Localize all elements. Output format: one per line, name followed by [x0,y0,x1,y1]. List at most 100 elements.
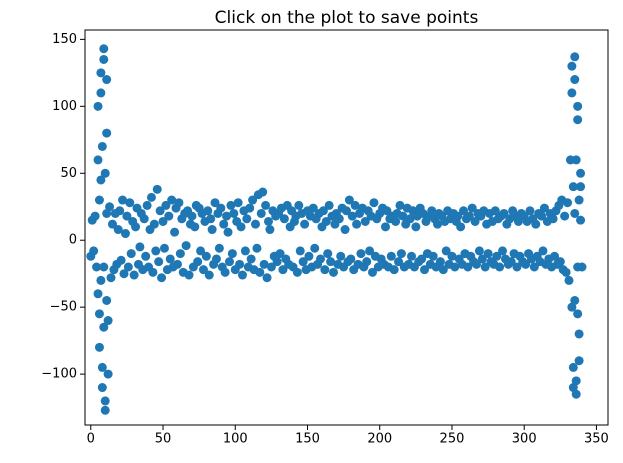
point [571,389,581,399]
x-tick-label: 100 [223,432,248,447]
point [187,211,197,221]
point [149,219,159,229]
point [336,251,346,261]
x-tick-label: 0 [87,432,95,447]
point [563,198,573,208]
point [161,200,171,210]
point [93,155,103,165]
x-tick-label: 350 [584,432,609,447]
point [193,257,203,267]
y-tick-label: 0 [69,233,77,248]
point [356,249,366,259]
point [226,200,236,210]
point [100,405,110,415]
point [97,362,107,372]
point [99,54,109,64]
point [567,88,577,98]
point [119,269,129,279]
point [116,255,126,265]
point [346,254,356,264]
point [573,101,583,111]
point [258,187,268,197]
point [506,257,516,267]
point [99,44,109,54]
axes-frame [84,29,609,426]
point [292,267,302,277]
point [411,222,421,232]
point [206,214,216,224]
point [391,216,401,226]
point [570,208,580,218]
point [154,257,164,267]
point [97,383,107,393]
point [407,251,417,261]
point [474,246,484,256]
point [537,211,547,221]
y-tick-label: −100 [41,367,77,382]
point [447,251,457,261]
point [115,206,125,216]
x-tick-label: 150 [295,432,320,447]
point [102,208,112,218]
point [237,270,247,280]
point [262,273,272,283]
point [158,216,168,226]
point [94,309,104,319]
point [467,203,477,213]
point [165,254,175,264]
point [120,229,130,239]
point [347,211,357,221]
point [567,61,577,71]
point [125,198,135,208]
x-tick-label: 200 [367,432,392,447]
point [386,251,396,261]
point [256,208,266,218]
point [294,200,304,210]
point [93,101,103,111]
point [344,195,354,205]
point [113,225,123,235]
x-tick-label: 300 [512,432,537,447]
point [435,257,445,267]
point [259,259,269,269]
point [102,75,112,85]
y-tick-label: 100 [52,99,77,114]
point [298,257,308,267]
point [93,289,103,299]
point [103,316,113,326]
plot-area[interactable] [86,44,587,415]
point [181,241,191,251]
point [240,246,250,256]
point [571,155,581,165]
point [417,254,427,264]
point [459,206,469,216]
point [245,203,255,213]
point [100,396,110,406]
point [490,206,500,216]
point [450,262,460,272]
point [174,198,184,208]
point [571,376,581,386]
point [99,322,109,332]
point [118,195,128,205]
point [320,265,330,275]
point [483,249,493,259]
point [498,246,508,256]
point [321,216,331,226]
point [472,259,482,269]
point [334,214,344,224]
point [576,215,586,225]
point [365,246,375,256]
point [492,251,502,261]
point [107,219,117,229]
point [295,246,305,256]
y-tick-label: 150 [52,32,77,47]
point [141,251,151,261]
point [521,259,531,269]
point [252,243,262,253]
point [555,257,565,267]
point [222,211,232,221]
point [242,214,252,224]
point [233,198,243,208]
